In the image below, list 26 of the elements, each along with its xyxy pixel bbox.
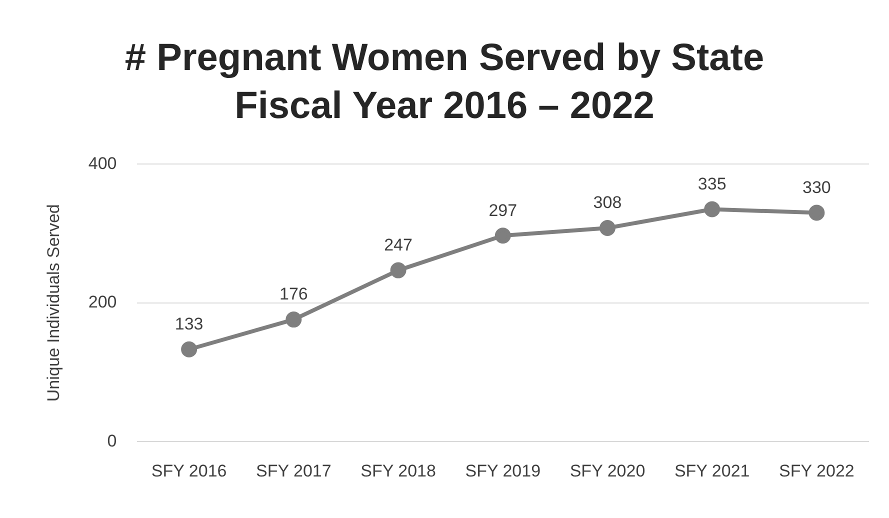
data-label: 133	[174, 314, 204, 334]
data-label: 330	[802, 178, 831, 197]
point	[599, 220, 616, 236]
x-tick-label: SFY 2019	[465, 461, 541, 480]
x-tick-label: SFY 2020	[570, 461, 646, 480]
y-tick-label: 0	[107, 431, 117, 450]
y-tick-label: 200	[88, 292, 117, 312]
point	[494, 228, 511, 244]
point	[808, 204, 825, 221]
point	[181, 341, 198, 358]
x-tick-label: SFY 2016	[151, 461, 227, 480]
x-tick-label: SFY 2022	[779, 461, 854, 480]
data-label: 176	[279, 284, 308, 304]
y-tick-label: 400	[88, 154, 117, 173]
data-label: 335	[698, 174, 726, 194]
point	[704, 201, 720, 218]
y-axis-title: Unique Individuals Served	[44, 204, 63, 402]
data-label: 297	[488, 200, 518, 220]
data-label: 308	[593, 193, 622, 212]
chart-title: # Pregnant Women Served by State Fiscal Year 2016 – 2022	[124, 36, 766, 129]
data-label: 247	[384, 235, 412, 254]
x-tick-label: SFY 2018	[360, 461, 436, 480]
x-tick-label: SFY 2021	[674, 461, 750, 480]
point	[286, 312, 302, 328]
point	[390, 262, 406, 278]
x-tick-label: SFY 2017	[256, 461, 332, 480]
